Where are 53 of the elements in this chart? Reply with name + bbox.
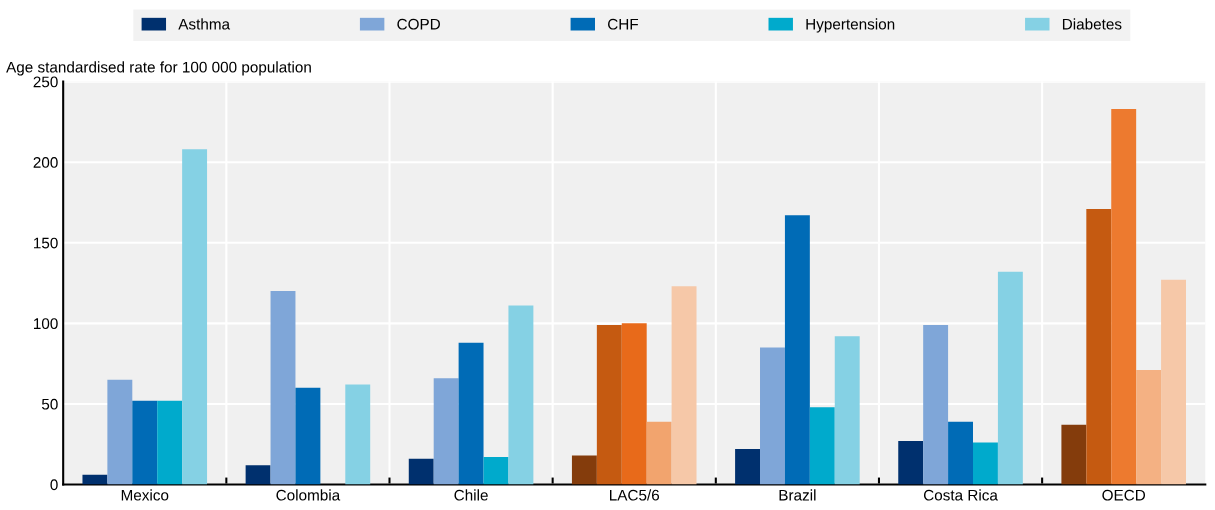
bar <box>295 387 321 485</box>
bar <box>270 291 296 485</box>
bar <box>571 455 597 485</box>
x-tick-label: Chile <box>454 489 488 501</box>
y-tick-label: 200 <box>33 157 58 168</box>
bar <box>408 458 434 485</box>
bar <box>508 305 534 485</box>
y-tick-label: 150 <box>34 237 58 249</box>
x-tick-label: Brazil <box>779 489 816 501</box>
bar <box>621 323 647 485</box>
y-tick-label: 0 <box>50 479 58 491</box>
bar <box>948 421 973 485</box>
bar <box>671 286 697 485</box>
bar <box>646 421 672 485</box>
bar <box>107 379 133 485</box>
bar <box>1136 370 1162 485</box>
bar <box>433 378 459 485</box>
bar <box>923 324 949 485</box>
legend-label: COPD <box>397 18 440 30</box>
x-tick-label: Mexico <box>121 489 169 501</box>
bar <box>1086 208 1112 485</box>
x-tick-label: LAC5/6 <box>610 489 660 501</box>
legend-label: Diabetes <box>1062 18 1122 30</box>
bar <box>245 465 271 485</box>
bar <box>82 474 108 485</box>
bar <box>1161 279 1186 485</box>
y-tick-label: 100 <box>34 318 58 330</box>
x-tick-label: Colombia <box>276 489 341 501</box>
bar <box>973 442 998 485</box>
bar <box>132 400 158 485</box>
x-tick-label: OECD <box>1102 489 1146 501</box>
y-tick-label: 50 <box>41 398 58 410</box>
bar <box>997 271 1023 485</box>
bar <box>898 440 924 485</box>
bar <box>182 149 208 485</box>
bar <box>1061 424 1087 485</box>
legend-label: Asthma <box>178 18 231 30</box>
legend-label: CHF <box>608 18 639 30</box>
y-tick-label: 250 <box>33 76 58 88</box>
bar <box>345 384 371 485</box>
bar <box>596 324 622 485</box>
bar <box>834 336 860 485</box>
legend-label: Hypertension <box>806 18 895 33</box>
bar <box>760 347 785 485</box>
bar <box>809 407 835 485</box>
bar <box>458 342 484 485</box>
x-tick-label: Costa Rica <box>923 489 998 501</box>
y-axis-title: Age standardised rate for 100 000 population <box>6 61 311 76</box>
bar <box>784 215 810 485</box>
bar <box>735 449 761 485</box>
bar <box>483 457 509 485</box>
bar <box>1111 109 1137 485</box>
bar <box>157 400 183 485</box>
